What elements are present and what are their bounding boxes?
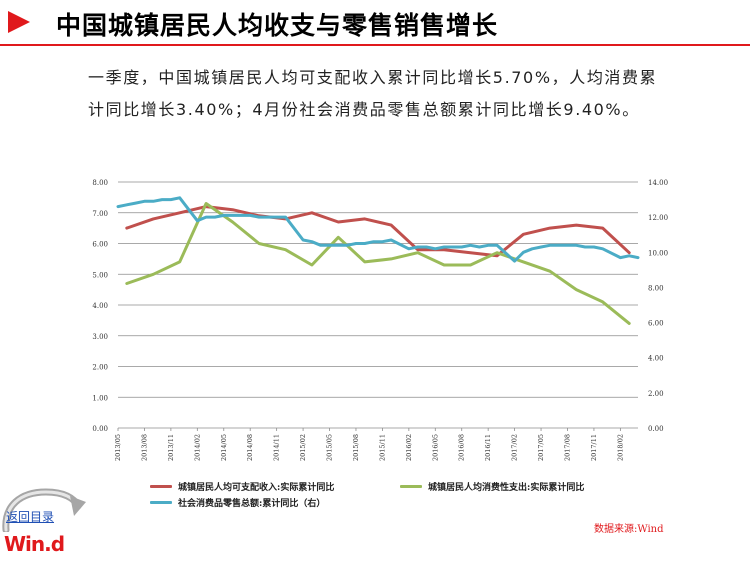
wind-logo: Win.d <box>4 532 65 556</box>
data-source-note: 数据来源:Wind <box>594 524 664 535</box>
legend-item-income: 城镇居民人均可支配收入:实际累计同比 <box>150 478 334 494</box>
right-axis-tick-label: 2.00 <box>648 390 664 398</box>
x-axis-tick-label: 2014/02 <box>193 434 201 461</box>
legend-label-consumption: 城镇居民人均消费性支出:实际累计同比 <box>428 482 585 493</box>
legend-swatch-consumption <box>400 484 422 488</box>
return-arrow-icon[interactable] <box>0 486 90 532</box>
title-bar: 中国城镇居民人均收支与零售销售增长 <box>0 0 750 48</box>
legend-item-retail: 社会消费品零售总额:累计同比（右） <box>150 494 325 510</box>
x-axis-tick-label: 2013/11 <box>167 434 175 461</box>
x-axis-tick-label: 2013/05 <box>114 434 122 461</box>
left-axis-tick-label: 3.00 <box>92 333 108 341</box>
x-axis-tick-label: 2017/08 <box>563 434 571 461</box>
x-axis-tick-label: 2013/08 <box>140 434 148 461</box>
return-to-contents-link[interactable]: 返回目录 <box>6 510 55 524</box>
title-arrow-icon <box>8 11 30 33</box>
x-axis-tick-label: 2015/08 <box>352 434 360 461</box>
x-axis-tick-label: 2015/11 <box>378 434 386 461</box>
right-axis-tick-label: 12.00 <box>648 214 668 222</box>
left-axis-tick-label: 8.00 <box>92 179 108 187</box>
series-line-retail <box>116 196 640 263</box>
x-axis-tick-label: 2016/08 <box>458 434 466 461</box>
left-axis-tick-label: 5.00 <box>92 271 108 279</box>
right-axis-tick-label: 8.00 <box>648 284 664 292</box>
title-divider <box>0 44 750 46</box>
x-axis-tick-label: 2017/11 <box>590 434 598 461</box>
left-axis-tick-label: 4.00 <box>92 302 108 310</box>
left-axis-tick-label: 0.00 <box>92 425 108 433</box>
left-axis-tick-label: 2.00 <box>92 364 108 372</box>
left-axis-tick-label: 6.00 <box>92 241 108 249</box>
x-axis-tick-label: 2017/02 <box>511 434 519 461</box>
legend-label-income: 城镇居民人均可支配收入:实际累计同比 <box>178 482 335 493</box>
legend-label-retail: 社会消费品零售总额:累计同比（右） <box>178 498 326 509</box>
line-chart: 0.00 1.00 2.00 3.00 4.00 5.00 6.00 7.00 8.00 0.00… <box>92 179 668 461</box>
right-axis-tick-label: 0.00 <box>648 425 664 433</box>
x-axis-tick-label: 2014/05 <box>220 434 228 461</box>
x-axis-tick-label: 2016/05 <box>431 434 439 461</box>
x-axis-tick-label: 2015/05 <box>326 434 334 461</box>
summary-paragraph: 一季度，中国城镇居民人均可支配收入累计同比增长5.70%，人均消费累计同比增长3… <box>88 68 658 119</box>
right-axis-tick-label: 4.00 <box>648 355 664 363</box>
left-axis-tick-label: 1.00 <box>92 394 108 402</box>
chart-legend: 城镇居民人均可支配收入:实际累计同比 城镇居民人均消费性支出:实际累计同比 社会… <box>150 478 710 518</box>
x-axis-tick-label: 2017/05 <box>537 434 545 461</box>
left-axis-tick-label: 7.00 <box>92 210 108 218</box>
x-axis-tick-label: 2016/02 <box>405 434 413 461</box>
right-axis-tick-label: 10.00 <box>648 249 668 257</box>
x-axis-tick-label: 2014/08 <box>246 434 254 461</box>
x-axis-tick-label: 2015/02 <box>299 434 307 461</box>
legend-swatch-income <box>150 484 172 488</box>
x-axis-tick-label: 2014/11 <box>273 434 281 461</box>
legend-item-consumption: 城镇居民人均消费性支出:实际累计同比 <box>400 478 584 494</box>
right-axis-tick-label: 6.00 <box>648 320 664 328</box>
legend-swatch-retail <box>150 500 172 504</box>
x-axis-tick-label: 2016/11 <box>484 434 492 461</box>
page-title: 中国城镇居民人均收支与零售销售增长 <box>56 11 499 40</box>
right-axis-tick-label: 14.00 <box>648 179 668 187</box>
series-line-consumption <box>125 202 631 325</box>
x-axis-tick-label: 2018/02 <box>616 434 624 461</box>
